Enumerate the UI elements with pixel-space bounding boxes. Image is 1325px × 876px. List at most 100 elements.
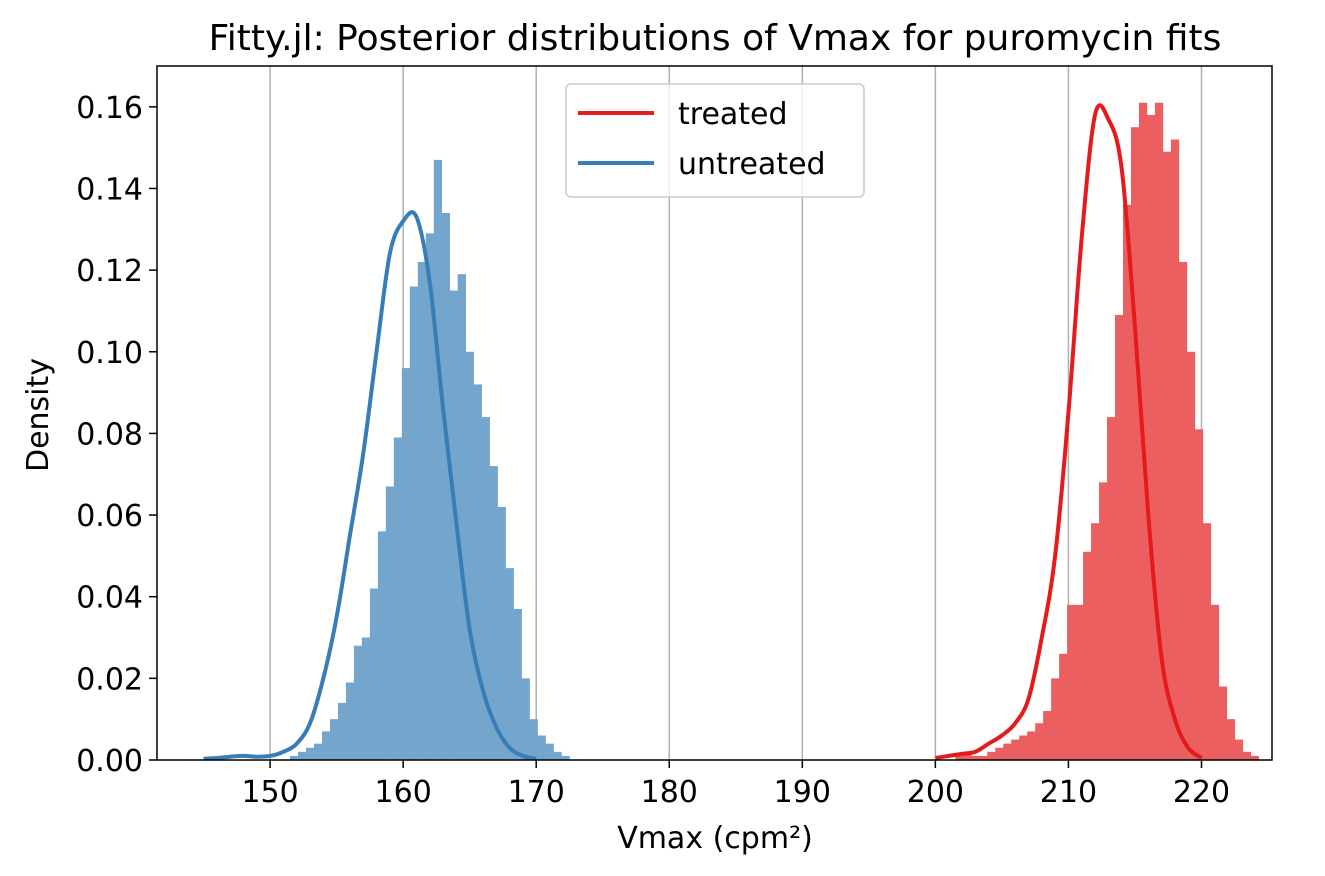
y-axis-label: Density [21,358,56,472]
histogram-bar-treated [1083,551,1092,760]
histogram-bar-untreated [481,417,490,760]
histogram-bar-treated [979,755,988,760]
histogram-bar-untreated [314,743,323,760]
y-tick-label: 0.14 [76,172,143,207]
kde-line-treated [935,103,1203,760]
histogram-bar-treated [1091,523,1100,760]
histogram-bar-treated [1130,127,1140,760]
x-tick-label: 190 [774,775,831,810]
histogram-bar-untreated [529,719,538,760]
histogram-bar-treated [995,747,1004,760]
histogram-bar-treated [1226,719,1236,760]
histogram-bar-untreated [497,506,506,760]
histogram-bar-treated [1122,204,1132,761]
histogram-bar-treated [1146,114,1156,761]
plot-frame [156,65,1273,761]
histogram-bar-treated [1154,102,1164,761]
histogram-bar-untreated [449,290,459,760]
histogram-bar-treated [1067,604,1076,760]
histogram-bar-untreated [441,212,451,760]
y-tick-label: 0.10 [76,336,143,371]
histogram-bar-treated [1035,723,1044,760]
histogram-bar-treated [963,751,972,760]
histogram-bar-untreated [298,751,307,760]
chart-title: Fitty.jl: Posterior distributions of Vma… [209,18,1222,59]
x-axis: 150 160 170 180 190 200 210 220 [241,760,1230,810]
y-tick-label: 0.12 [76,254,143,289]
histogram-bar-untreated [465,351,474,760]
histogram-bar-treated [1043,711,1052,760]
histogram-bar-treated [1234,739,1244,760]
histogram-bar-untreated [425,233,435,760]
y-tick-label: 0.00 [76,744,143,779]
histogram-bar-untreated [345,682,355,760]
histogram-bar-untreated [521,678,530,760]
histogram-bar-untreated [337,702,347,760]
histogram-bar-untreated [369,588,379,760]
histogram-bar-treated [1075,604,1084,760]
histogram-bar-untreated [409,286,419,760]
histogram-bar-treated [1051,678,1060,760]
histogram-bar-treated [971,755,980,760]
y-axis: 0.00 0.02 0.04 0.06 0.08 0.10 0.12 0.14 0.16 [76,91,157,779]
histogram-bar-untreated [329,719,339,760]
histogram-bar-treated [1242,751,1252,760]
histogram-bar-untreated [353,645,363,760]
histogram-bar-untreated [393,437,403,760]
x-tick-label: 200 [907,775,964,810]
histogram-bar-untreated [361,637,371,760]
y-tick-label: 0.06 [76,499,143,534]
histogram-bar-untreated [385,486,395,760]
histogram-bar-untreated [433,159,443,761]
histogram-bar-untreated [545,743,554,760]
histogram-bar-treated [1059,653,1068,760]
histogram-bar-untreated [401,368,411,760]
histogram-bar-treated [1218,686,1228,760]
histogram-bar-untreated [553,751,562,760]
x-tick-label: 220 [1173,775,1230,810]
y-tick-label: 0.16 [76,91,143,126]
histogram-bar-treated [1003,743,1012,760]
x-tick-label: 210 [1040,775,1097,810]
histogram-bar-untreated [290,755,299,760]
histogram-bar-treated [1186,351,1196,760]
histogram-bar-treated [1210,604,1220,760]
kde-line-untreated [203,210,537,761]
histogram-bar-untreated [473,384,482,760]
x-tick-label: 180 [641,775,698,810]
x-tick-label: 160 [375,775,432,810]
histogram-bar-untreated [417,261,427,760]
histogram-bar-treated [1011,739,1020,760]
histogram-bar-untreated [489,466,498,760]
histogram-bar-treated [1162,151,1172,760]
histogram-bar-untreated [306,747,315,760]
histogram-bar-treated [1019,735,1028,760]
histogram-bar-untreated [561,755,570,760]
histogram-bar-treated [1194,429,1204,760]
x-tick-label: 150 [241,775,298,810]
histogram-bar-treated [987,751,996,760]
legend-label-untreated: untreated [678,147,826,182]
legend: treated untreated [565,83,865,198]
histogram-bar-treated [1170,139,1180,760]
histogram-bar-untreated [513,608,522,760]
histogram-bar-untreated [321,731,331,760]
histogram-bars [290,102,1259,761]
histogram-bar-treated [955,755,964,760]
histogram-bar-untreated [505,568,514,760]
histogram-bar-treated [1178,261,1188,760]
x-axis-label: Vmax (cpm²) [617,821,813,856]
x-tick-label: 170 [508,775,565,810]
histogram-bar-treated [1099,482,1108,760]
histogram-bar-untreated [537,735,546,760]
histogram-bar-treated [1202,523,1212,760]
histogram-bar-untreated [457,274,466,760]
histogram-bar-untreated [377,531,387,760]
kde-lines [203,103,1203,761]
histogram-bar-treated [1107,417,1116,760]
y-tick-label: 0.08 [76,417,143,452]
y-tick-label: 0.02 [76,662,143,697]
histogram-bar-treated [1114,315,1124,760]
